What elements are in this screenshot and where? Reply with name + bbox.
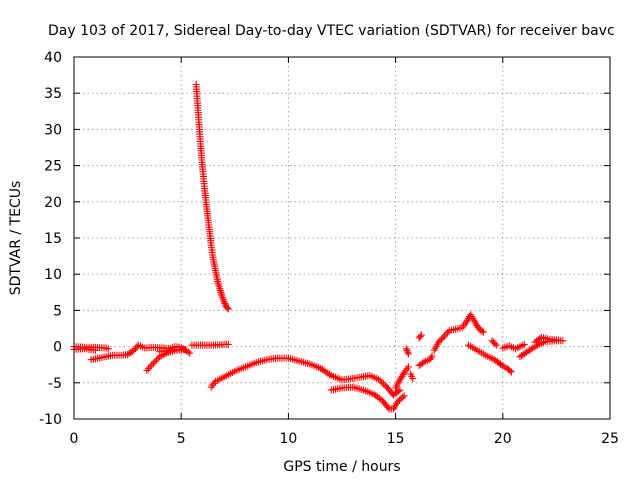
data-point xyxy=(428,352,436,360)
data-point xyxy=(151,358,159,366)
data-point xyxy=(220,298,228,306)
data-point xyxy=(374,375,382,383)
x-tick-label: 15 xyxy=(387,431,405,447)
y-axis-label: SDTVAR / TECUs xyxy=(8,181,24,296)
data-point xyxy=(223,304,231,312)
y-tick-label: 15 xyxy=(44,231,62,247)
y-tick-label: 40 xyxy=(44,50,62,66)
data-point xyxy=(555,336,563,344)
plot-frame xyxy=(73,56,611,420)
data-point xyxy=(91,346,99,354)
data-point xyxy=(404,350,412,358)
data-point xyxy=(396,386,404,394)
y-tick-label: 0 xyxy=(53,340,62,356)
data-point xyxy=(224,340,232,348)
data-point xyxy=(384,403,392,411)
y-tick-label: 5 xyxy=(53,303,62,319)
chart-title: Day 103 of 2017, Sidereal Day-to-day VTE… xyxy=(48,23,615,39)
data-point xyxy=(402,345,410,353)
y-tick-label: 20 xyxy=(44,195,62,211)
data-point xyxy=(399,393,407,401)
data-point xyxy=(506,367,514,375)
x-tick-label: 20 xyxy=(494,431,512,447)
y-tick-label: 25 xyxy=(44,159,62,175)
data-point xyxy=(400,392,408,400)
x-tick-label: 25 xyxy=(601,431,619,447)
y-tick-label: 10 xyxy=(44,267,62,283)
data-point xyxy=(417,331,425,339)
data-point xyxy=(437,335,445,343)
x-tick-label: 5 xyxy=(177,431,186,447)
data-point xyxy=(416,332,424,340)
data-point xyxy=(395,396,403,404)
data-point xyxy=(397,395,405,403)
x-tick-labels: 0 5 10 15 20 25 xyxy=(70,431,619,447)
data-point xyxy=(377,396,385,404)
data-point xyxy=(420,358,428,366)
data-point xyxy=(536,334,544,342)
data-point xyxy=(480,328,488,336)
data-point xyxy=(527,345,535,353)
x-axis-label: GPS time / hours xyxy=(283,459,400,475)
y-tick-label: 35 xyxy=(44,86,62,102)
y-tick-label: 30 xyxy=(44,122,62,138)
x-tick-label: 0 xyxy=(70,431,79,447)
x-tick-label: 10 xyxy=(279,431,297,447)
data-points xyxy=(70,81,567,413)
data-point xyxy=(394,398,402,406)
data-point xyxy=(104,345,112,353)
data-point xyxy=(149,359,157,367)
data-point xyxy=(380,380,388,388)
y-tick-labels: -10 -5 0 5 10 15 20 25 30 35 40 xyxy=(39,50,62,428)
data-point xyxy=(154,354,162,362)
data-point xyxy=(520,340,528,348)
data-point xyxy=(153,356,161,364)
data-point xyxy=(177,345,185,353)
data-point xyxy=(376,377,384,385)
data-point xyxy=(491,340,499,348)
data-point xyxy=(221,299,229,307)
data-point xyxy=(224,305,232,313)
data-point xyxy=(403,346,411,354)
data-point xyxy=(559,337,567,345)
data-point xyxy=(381,382,389,390)
data-point xyxy=(478,327,486,335)
data-point xyxy=(404,348,412,356)
y-tick-label: -10 xyxy=(39,412,62,428)
data-point xyxy=(404,363,412,371)
data-point xyxy=(492,341,500,349)
data-point xyxy=(186,349,194,357)
data-point xyxy=(409,374,417,382)
data-point xyxy=(378,378,386,386)
y-tick-label: -5 xyxy=(48,376,62,392)
data-point xyxy=(507,368,515,376)
